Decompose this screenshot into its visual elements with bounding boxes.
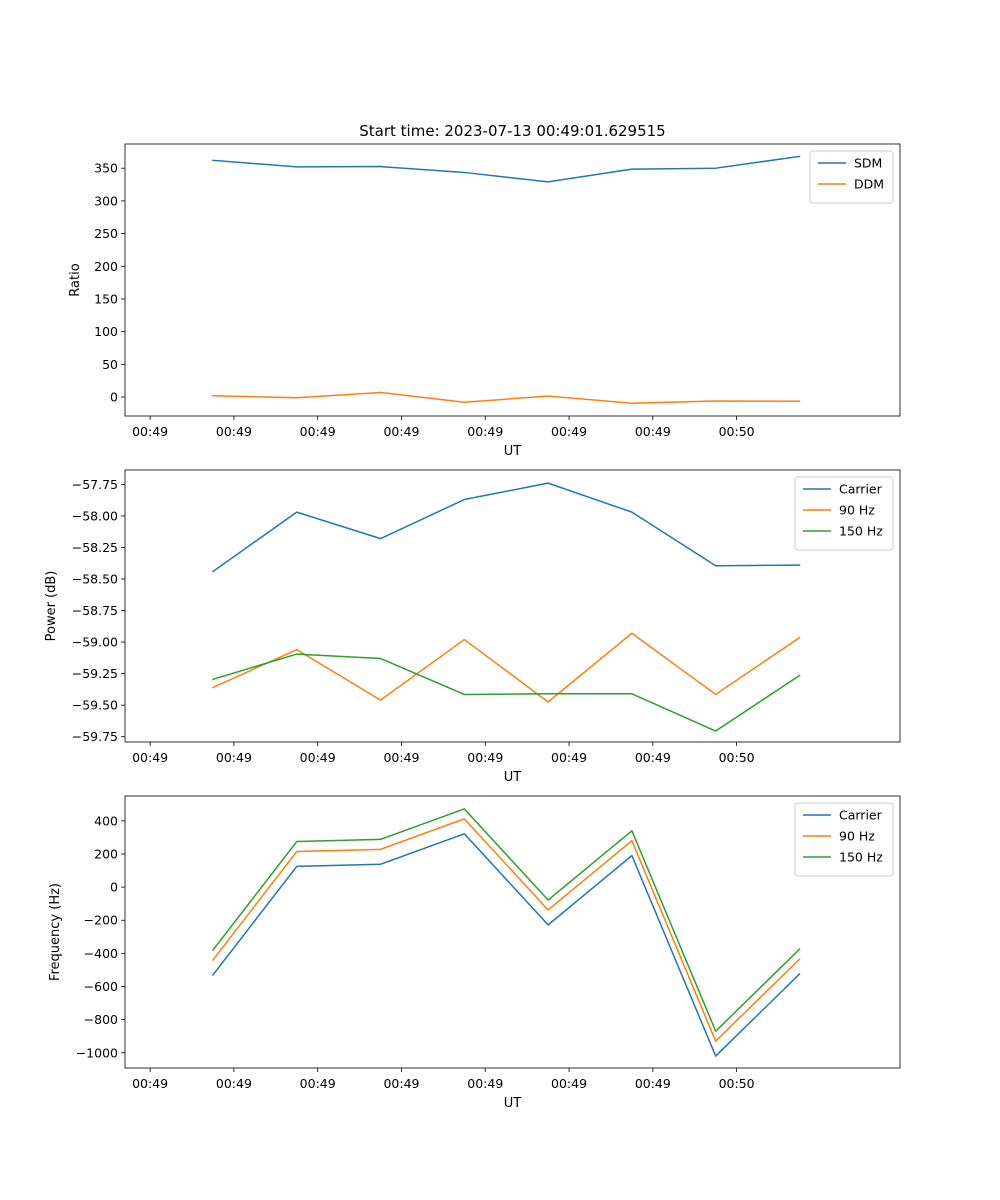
y-tick-label: 50 xyxy=(102,357,118,372)
legend-entry: Carrier xyxy=(839,808,883,823)
legend: Carrier 90 Hz 150 Hz xyxy=(794,802,894,877)
y-tick-label: −400 xyxy=(84,946,118,961)
x-tick-label: 00:49 xyxy=(300,424,336,439)
x-tick-label: 00:49 xyxy=(216,1076,252,1091)
x-axis-label: UT xyxy=(504,444,522,459)
x-tick-label: 00:49 xyxy=(383,424,419,439)
x-tick-label: 00:50 xyxy=(719,1076,755,1091)
legend-entry: Carrier xyxy=(839,482,883,497)
y-tick-label: −200 xyxy=(84,913,118,928)
series-line-90-hz xyxy=(211,632,801,703)
y-tick-label: 400 xyxy=(94,813,118,828)
legend-entry: 90 Hz xyxy=(839,503,875,518)
x-tick-label: 00:49 xyxy=(383,750,419,765)
x-tick-label: 00:49 xyxy=(551,750,587,765)
chart-panel-3: 00:49 00:49 00:49 00:49 00:49 00:49 00:49 00:50… xyxy=(48,795,901,1111)
y-tick-label: −600 xyxy=(84,979,118,994)
x-tick-label: 00:49 xyxy=(467,1076,503,1091)
axes-frame xyxy=(124,469,901,743)
series-line-90-hz xyxy=(211,818,801,1042)
chart-panel-1: 00:49 00:49 00:49 00:49 00:49 00:49 00:49 00:50… xyxy=(68,143,901,459)
y-tick-label: −800 xyxy=(84,1012,118,1027)
x-tick-label: 00:49 xyxy=(467,424,503,439)
y-tick-label: 200 xyxy=(94,259,118,274)
y-tick-label: 0 xyxy=(110,880,118,895)
legend-entry: 150 Hz xyxy=(839,524,883,539)
y-tick-label: 250 xyxy=(94,226,118,241)
x-tick-label: 00:49 xyxy=(551,1076,587,1091)
y-tick-label: −59.75 xyxy=(72,729,118,744)
chart-panel-2: 00:49 00:49 00:49 00:49 00:49 00:49 00:49 00:50… xyxy=(44,469,901,785)
y-tick-label: 150 xyxy=(94,291,118,306)
x-tick-label: 00:49 xyxy=(216,750,252,765)
series-line-150-hz xyxy=(212,653,801,732)
y-tick-label: −58.00 xyxy=(72,508,118,523)
y-tick-label: −59.00 xyxy=(72,635,118,650)
x-tick-label: 00:49 xyxy=(300,750,336,765)
legend-entry: 90 Hz xyxy=(839,829,875,844)
y-axis-label: Ratio xyxy=(68,263,83,296)
y-axis-label: Frequency (Hz) xyxy=(48,883,63,981)
x-axis-label: UT xyxy=(504,770,522,785)
x-tick-label: 00:49 xyxy=(300,1076,336,1091)
y-tick-label: −59.50 xyxy=(72,698,118,713)
legend-entry: SDM xyxy=(854,156,882,171)
y-tick-label: 350 xyxy=(94,161,118,176)
x-tick-label: 00:49 xyxy=(132,750,168,765)
x-tick-label: 00:50 xyxy=(719,750,755,765)
x-tick-label: 00:49 xyxy=(635,1076,671,1091)
y-tick-label: 100 xyxy=(94,324,118,339)
x-tick-label: 00:49 xyxy=(383,1076,419,1091)
y-tick-label: −58.75 xyxy=(72,603,118,618)
legend-entry: DDM xyxy=(854,177,884,192)
x-tick-label: 00:49 xyxy=(216,424,252,439)
series-line-150-hz xyxy=(211,808,801,1032)
series-line-carrier xyxy=(211,482,801,573)
y-tick-label: 0 xyxy=(110,390,118,405)
y-axis-label: Power (dB) xyxy=(44,571,59,642)
y-tick-label: −59.25 xyxy=(72,666,118,681)
series-line-sdm xyxy=(212,155,801,183)
x-tick-label: 00:49 xyxy=(635,424,671,439)
y-tick-label: 300 xyxy=(94,193,118,208)
legend-entry: 150 Hz xyxy=(839,850,883,865)
y-tick-label: −57.75 xyxy=(72,477,118,492)
x-tick-label: 00:49 xyxy=(467,750,503,765)
x-tick-label: 00:49 xyxy=(132,1076,168,1091)
x-tick-label: 00:49 xyxy=(635,750,671,765)
axes-frame xyxy=(124,143,901,417)
series-line-ddm xyxy=(212,391,801,404)
y-tick-label: −58.25 xyxy=(72,540,118,555)
figure-title: Start time: 2023-07-13 00:49:01.629515 xyxy=(359,122,665,140)
x-tick-label: 00:50 xyxy=(719,424,755,439)
legend: SDM DDM xyxy=(809,150,894,204)
x-tick-label: 00:49 xyxy=(551,424,587,439)
legend-box xyxy=(809,150,894,204)
x-axis-label: UT xyxy=(504,1096,522,1111)
y-tick-label: 200 xyxy=(94,846,118,861)
y-tick-label: −1000 xyxy=(76,1045,118,1060)
x-tick-label: 00:49 xyxy=(132,424,168,439)
axes-frame xyxy=(124,795,901,1069)
legend: Carrier 90 Hz 150 Hz xyxy=(794,476,894,551)
y-tick-label: −58.50 xyxy=(72,572,118,587)
series-line-carrier xyxy=(211,833,801,1057)
